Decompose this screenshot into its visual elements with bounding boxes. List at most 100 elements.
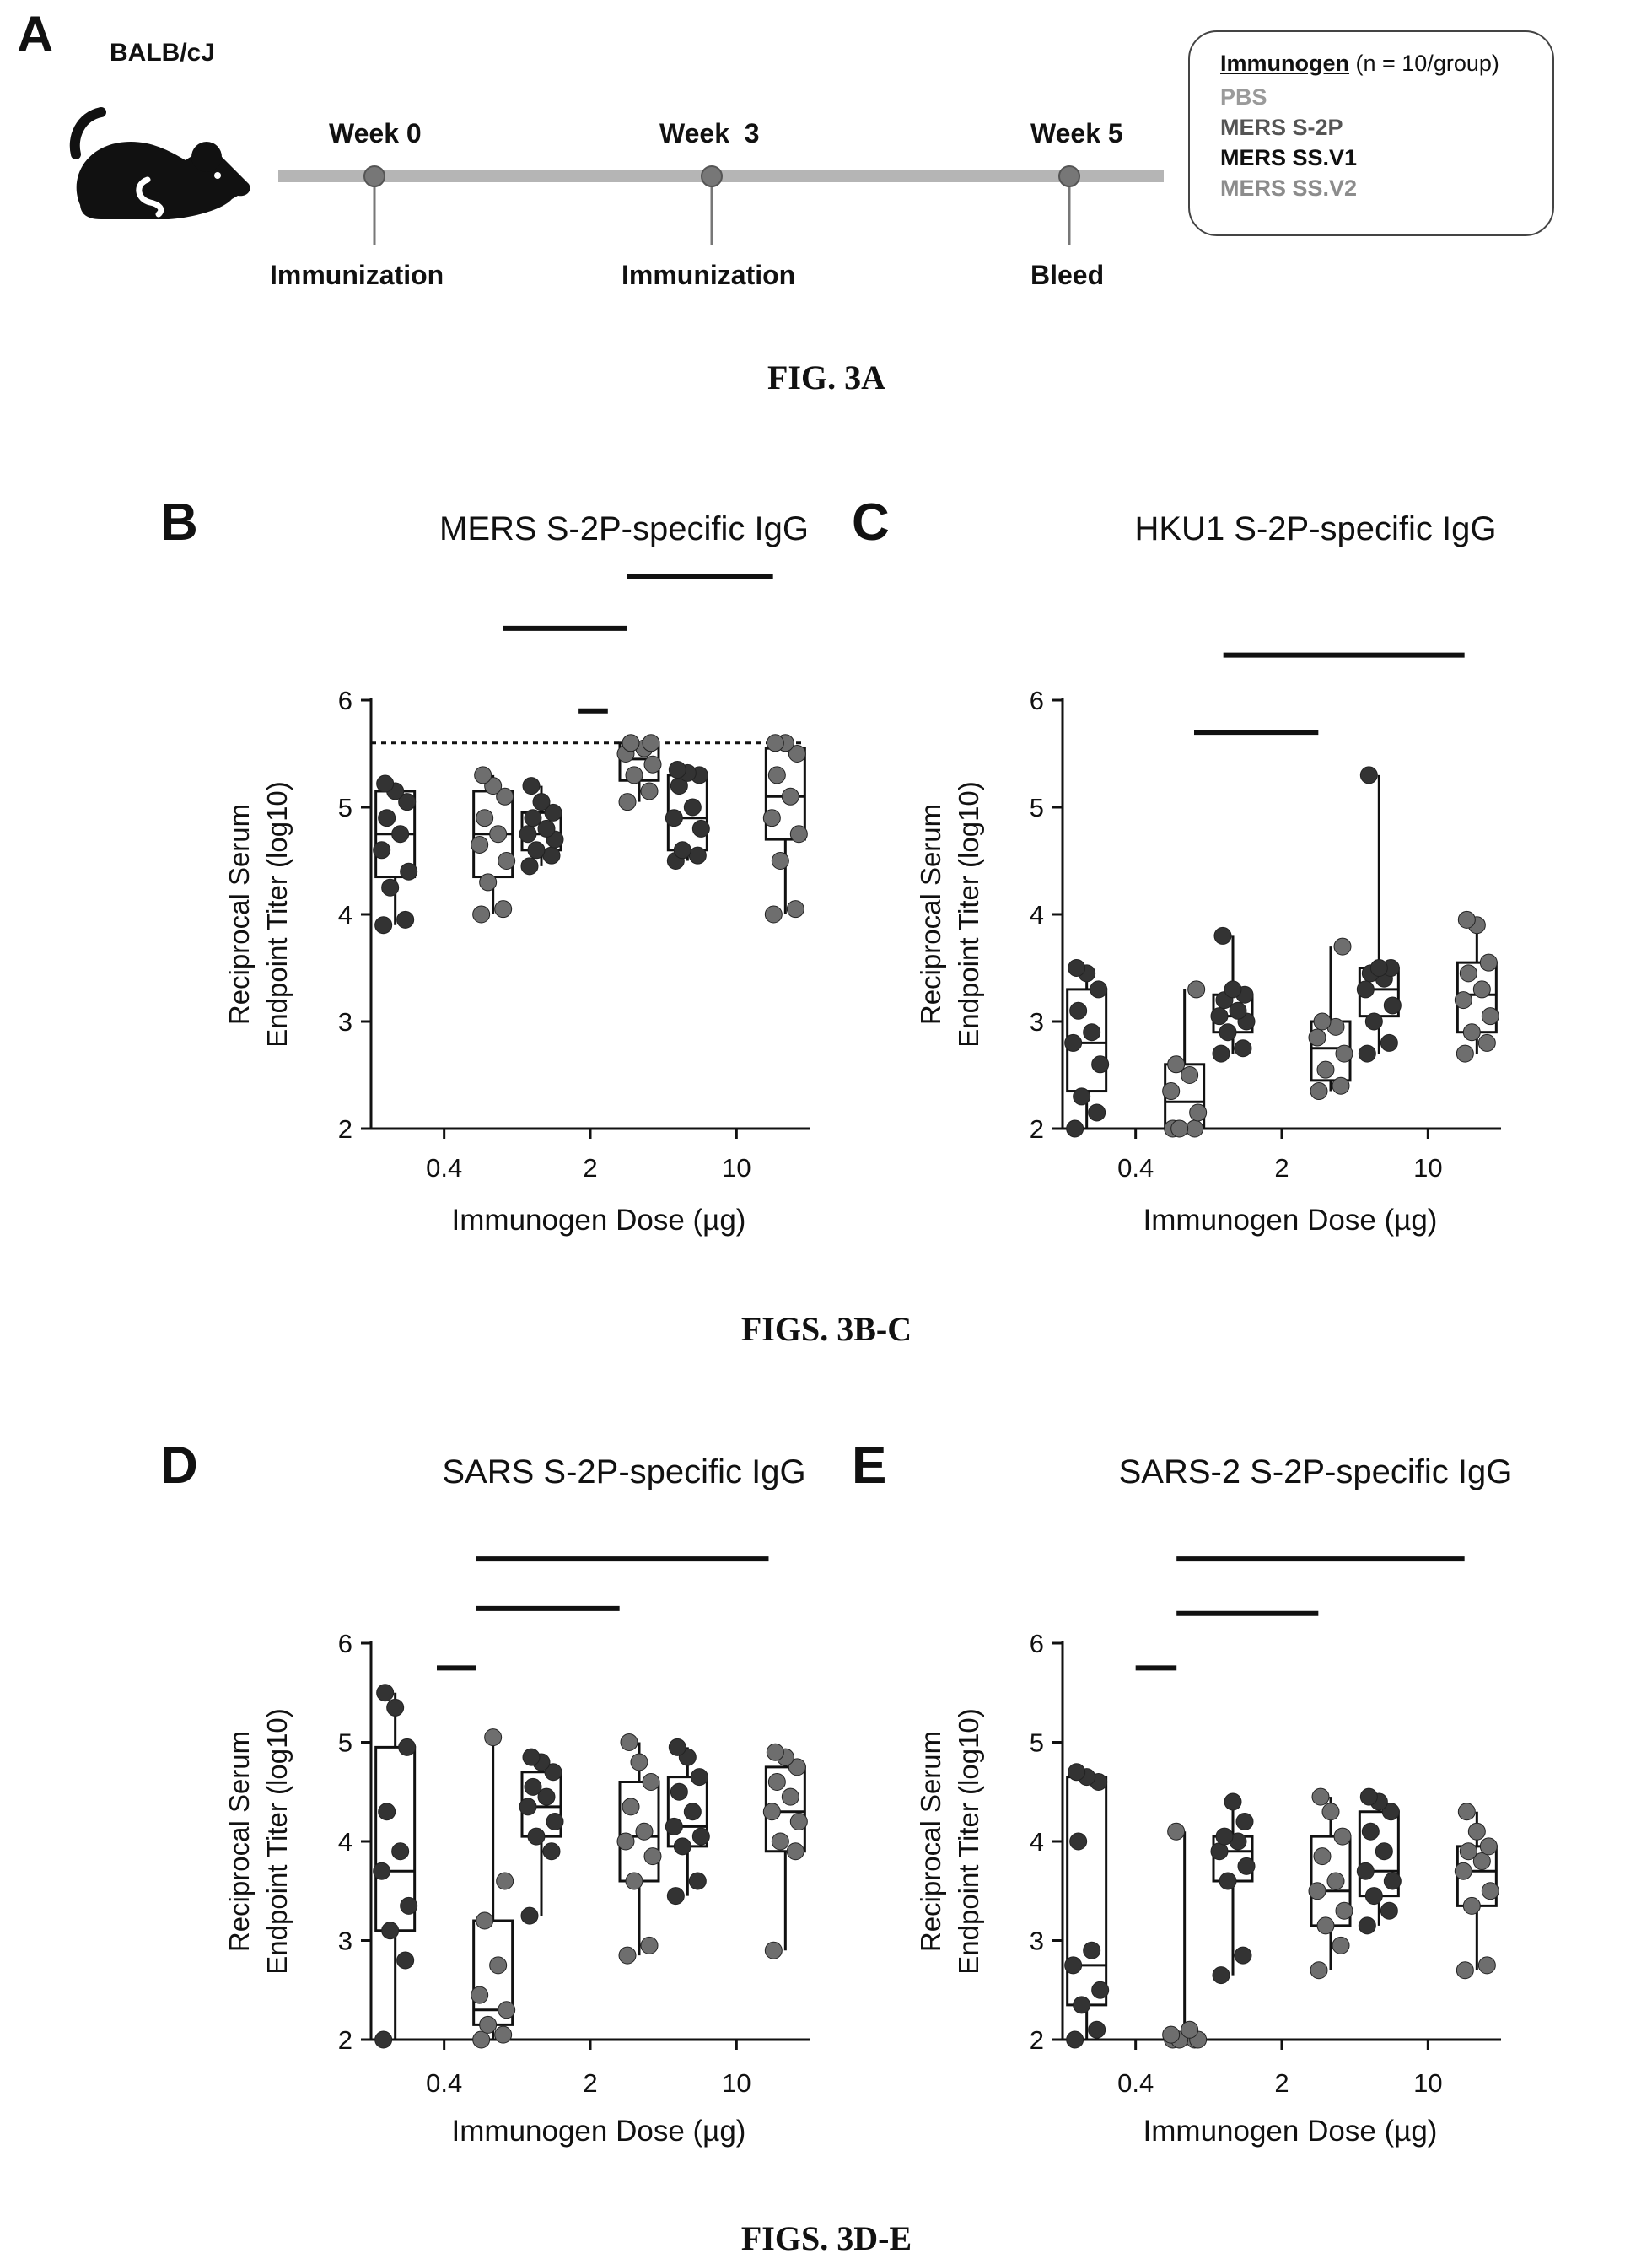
data-point	[789, 825, 808, 844]
data-point	[476, 809, 494, 827]
data-point	[1088, 2020, 1106, 2039]
data-point	[1457, 1803, 1476, 1821]
data-point	[376, 774, 395, 793]
data-point	[690, 1768, 708, 1787]
x-tick-label: 0.4	[1117, 1153, 1154, 1183]
x-axis-label: Immunogen Dose (µg)	[452, 2115, 746, 2148]
data-point	[1310, 1961, 1328, 1980]
data-point	[471, 835, 489, 854]
event-bleed: Bleed	[1030, 260, 1105, 290]
data-point	[472, 2030, 491, 2049]
panel-letter-a: A	[17, 6, 54, 62]
data-point	[616, 1832, 635, 1851]
week-3-label: Week 3	[659, 118, 760, 148]
x-tick-label: 2	[583, 1153, 597, 1183]
data-point	[1091, 1055, 1110, 1074]
data-point	[1088, 1103, 1106, 1122]
y-tick-label: 5	[1030, 793, 1044, 822]
legend-item-pbs: PBS	[1220, 84, 1267, 110]
data-point	[668, 1738, 686, 1756]
data-point	[396, 910, 415, 929]
data-point	[1358, 1916, 1376, 1935]
x-tick-label: 10	[1413, 1153, 1442, 1183]
data-point	[1359, 766, 1378, 784]
data-point	[1481, 1007, 1499, 1026]
mouse-icon	[69, 107, 250, 219]
data-point	[1380, 1901, 1398, 1920]
data-point	[1454, 991, 1472, 1010]
x-tick-label: 2	[583, 2068, 597, 2098]
data-point	[1210, 1007, 1229, 1026]
y-tick-label: 2	[1030, 2025, 1044, 2055]
data-point	[1316, 1060, 1335, 1079]
x-axis-label: Immunogen Dose (µg)	[1143, 2115, 1438, 2148]
data-point	[1459, 964, 1477, 983]
data-point	[1467, 1822, 1486, 1841]
data-point	[1359, 1787, 1378, 1806]
data-point	[1481, 1882, 1499, 1900]
data-point	[1066, 2030, 1084, 2049]
data-point	[665, 1817, 683, 1835]
panel-letter: D	[160, 1437, 198, 1495]
data-point	[620, 1733, 638, 1751]
y-axis-label-line-1: Reciprocal Serum	[915, 804, 946, 1025]
data-point	[1383, 1872, 1402, 1890]
data-point	[1479, 953, 1498, 972]
x-tick-label: 0.4	[426, 1153, 462, 1183]
data-point	[673, 841, 691, 860]
legend-heading-note: (n = 10/group)	[1349, 51, 1499, 76]
data-point	[1187, 980, 1206, 999]
data-point	[788, 745, 806, 763]
data-point	[1313, 1012, 1332, 1031]
data-point	[1316, 1916, 1335, 1935]
data-point	[471, 1986, 489, 2004]
data-point	[764, 1941, 783, 1959]
data-point	[1167, 1822, 1186, 1841]
data-point	[1091, 1981, 1110, 1999]
x-tick-label: 10	[1413, 2068, 1442, 2098]
data-point	[1477, 1956, 1496, 1975]
timeline-node-week-5	[1058, 165, 1080, 187]
week-0-label: Week 0	[329, 118, 422, 148]
data-point	[544, 803, 562, 822]
data-point	[788, 1758, 806, 1776]
data-point	[1456, 1961, 1474, 1980]
panel-letter: E	[852, 1437, 886, 1495]
y-tick-label: 4	[1030, 1827, 1044, 1857]
chart-panel-c: C HKU1 S-2P-specific IgG 2 3 4 5 6 0.4 2 10 Immuno…	[852, 493, 1501, 1237]
data-point	[381, 1922, 400, 1940]
data-point	[1380, 1033, 1398, 1052]
data-point	[1189, 1103, 1208, 1122]
data-point	[665, 809, 683, 827]
data-point	[378, 1803, 396, 1821]
y-tick-label: 6	[1030, 1629, 1044, 1658]
data-point	[688, 846, 707, 865]
event-immunization-1: Immunization	[270, 260, 444, 290]
panel-letter: C	[852, 493, 890, 552]
data-point	[1073, 1087, 1091, 1106]
x-tick-label: 0.4	[1117, 2068, 1154, 2098]
data-point	[1224, 980, 1242, 999]
data-point	[1333, 1827, 1352, 1846]
y-tick-label: 5	[1030, 1728, 1044, 1758]
data-point	[381, 878, 400, 897]
panel-letter: B	[160, 493, 198, 552]
data-point	[527, 1827, 546, 1846]
data-point	[640, 782, 659, 800]
data-point	[625, 766, 643, 784]
x-axis-label: Immunogen Dose (µg)	[1143, 1204, 1438, 1237]
immunization-timeline	[278, 165, 1164, 245]
data-point	[781, 787, 799, 806]
data-point	[1219, 1023, 1237, 1042]
data-point	[688, 1872, 707, 1890]
data-point	[1090, 980, 1108, 999]
y-tick-label: 3	[338, 1007, 352, 1037]
legend-heading-label: Immunogen	[1220, 51, 1349, 76]
legend-item-mers-s2p: MERS S-2P	[1220, 115, 1343, 140]
data-point	[400, 862, 418, 881]
chart-title: SARS S-2P-specific IgG	[442, 1453, 805, 1490]
data-point	[1381, 1803, 1400, 1821]
data-point	[1462, 1023, 1481, 1042]
data-point	[374, 2030, 393, 2049]
legend-item-mers-ssv1: MERS SS.V1	[1220, 145, 1358, 170]
